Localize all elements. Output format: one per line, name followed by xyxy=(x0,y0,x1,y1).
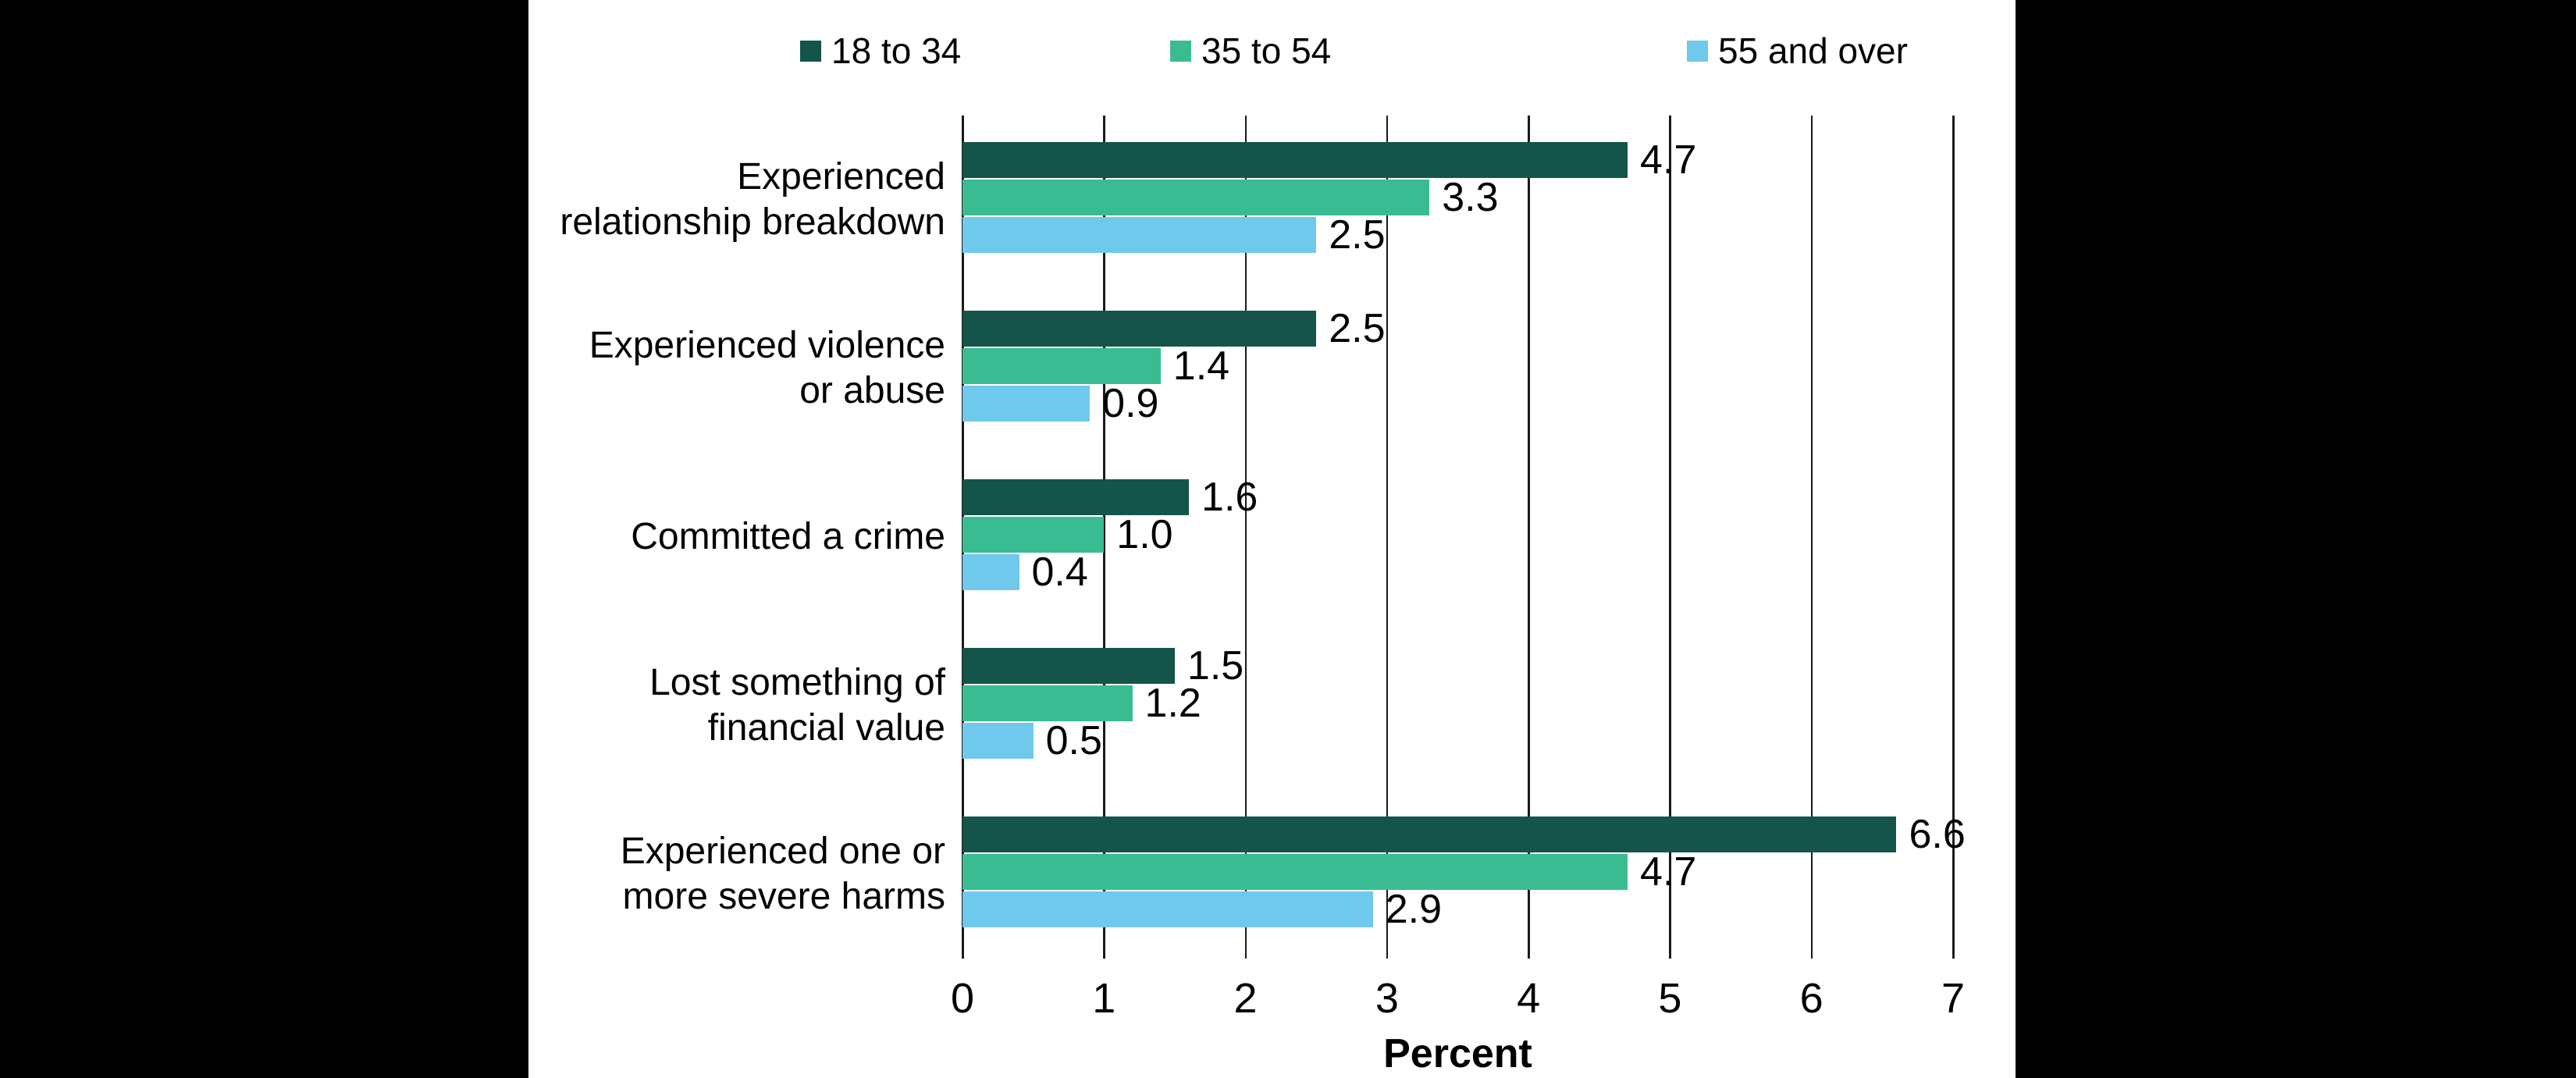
value-label: 2.5 xyxy=(1329,306,1386,351)
gridline xyxy=(1244,116,1247,959)
legend-swatch xyxy=(1170,40,1191,62)
x-tick-label: 3 xyxy=(1375,975,1399,1022)
bar xyxy=(962,723,1034,759)
value-label: 0.5 xyxy=(1045,718,1102,763)
category-label: Experienced one or more severe harms xyxy=(620,831,945,917)
bar xyxy=(962,217,1317,253)
legend-swatch xyxy=(1687,40,1708,62)
value-label: 3.3 xyxy=(1442,175,1499,220)
gridline xyxy=(1669,116,1671,959)
gridline xyxy=(1952,116,1955,959)
gridline xyxy=(1103,116,1105,959)
legend-label: 18 to 34 xyxy=(831,30,962,71)
x-tick-label: 5 xyxy=(1658,975,1682,1022)
value-label: 0.4 xyxy=(1031,550,1088,595)
value-label: 1.6 xyxy=(1201,475,1258,520)
value-label: 1.5 xyxy=(1187,643,1244,688)
bar xyxy=(962,479,1190,515)
value-label: 1.2 xyxy=(1144,681,1201,726)
bar xyxy=(962,517,1105,553)
gridline xyxy=(1386,116,1389,959)
value-label: 2.5 xyxy=(1329,212,1386,258)
bar xyxy=(962,386,1091,422)
plot-area: 4.7 3.3 2.5 2.5 1.4 0.9 1.6 1.0 0.4 1.5 1.2 0.5 6.6 4… xyxy=(962,116,1966,959)
bar xyxy=(962,685,1133,721)
gridline xyxy=(1810,116,1813,959)
legend-item: 55 and over xyxy=(1687,33,1908,69)
bar xyxy=(962,817,1897,852)
x-tick-label: 4 xyxy=(1517,975,1541,1022)
x-tick-label: 6 xyxy=(1799,975,1823,1022)
legend-label: 55 and over xyxy=(1718,30,1908,71)
chart-panel: 18 to 34 35 to 54 55 and over Experienced … xyxy=(528,0,2016,1078)
x-tick-label: 7 xyxy=(1941,975,1966,1022)
x-tick-label: 2 xyxy=(1233,975,1258,1022)
value-label: 6.6 xyxy=(1909,812,1966,857)
category-label: Lost something of financial value xyxy=(649,662,945,749)
bar xyxy=(962,142,1628,178)
bar xyxy=(962,554,1019,590)
value-label: 1.4 xyxy=(1172,343,1230,389)
value-label: 4.7 xyxy=(1640,849,1697,895)
category-label: Committed a crime xyxy=(631,516,945,557)
value-label: 1.0 xyxy=(1116,512,1173,557)
legend-label: 35 to 54 xyxy=(1201,30,1332,71)
value-label: 0.9 xyxy=(1102,381,1159,426)
category-label: Experienced relationship breakdown xyxy=(560,156,945,243)
gridline xyxy=(1528,116,1530,959)
x-axis-title: Percent xyxy=(1383,1031,1532,1076)
legend-item: 35 to 54 xyxy=(1170,33,1331,69)
bar xyxy=(962,891,1373,927)
bar xyxy=(962,348,1161,384)
bar xyxy=(962,311,1317,347)
category-axis: Experienced relationship breakdown Experi… xyxy=(528,116,945,959)
bar xyxy=(962,180,1430,215)
legend-swatch xyxy=(800,40,821,62)
value-label: 4.7 xyxy=(1640,137,1697,183)
x-tick-label: 0 xyxy=(950,975,975,1022)
x-tick-label: 1 xyxy=(1092,975,1116,1022)
bar xyxy=(962,648,1175,684)
legend-item: 18 to 34 xyxy=(800,33,961,69)
bar xyxy=(962,854,1628,890)
value-label: 2.9 xyxy=(1385,887,1443,932)
category-label: Experienced violence or abuse xyxy=(589,325,945,411)
